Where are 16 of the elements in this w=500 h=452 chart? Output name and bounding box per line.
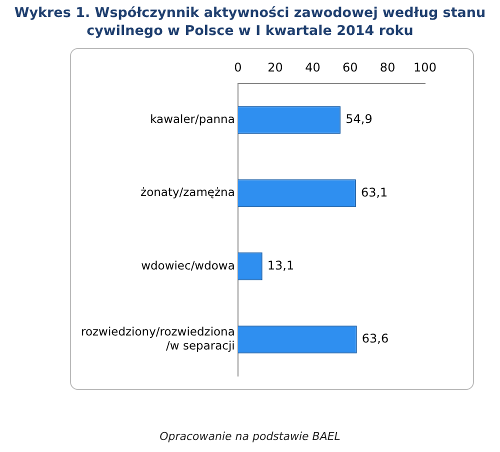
data-label: 63,1 xyxy=(360,185,388,200)
y-tick-label: wdowiec/wdowa xyxy=(141,258,235,272)
x-tick-label: 60 xyxy=(342,60,358,74)
text: Opracowanie na podstawie BAEL xyxy=(158,430,342,443)
y-tick-label: kawaler/panna xyxy=(150,112,235,126)
chart-title: Wykres 1. Współczynnik aktywności zawodowej według stanu cywilnego w Polsce w I kwartale 2014 roku xyxy=(13,4,487,40)
data-label: 54,9 xyxy=(346,112,372,126)
data-label: 13,1 xyxy=(267,258,294,272)
y-tick-label: rozwiedziony/rozwiedziona /w separacji xyxy=(80,324,235,352)
x-tick-label: 100 xyxy=(414,60,436,74)
data-label: 63,6 xyxy=(362,332,389,346)
x-tick-label: 80 xyxy=(380,60,396,74)
x-tick-label: 40 xyxy=(305,60,320,74)
y-tick-label: żonaty/zamężna xyxy=(140,185,235,200)
x-tick-label: 0 xyxy=(234,60,242,74)
x-tick-label: 20 xyxy=(268,60,283,74)
